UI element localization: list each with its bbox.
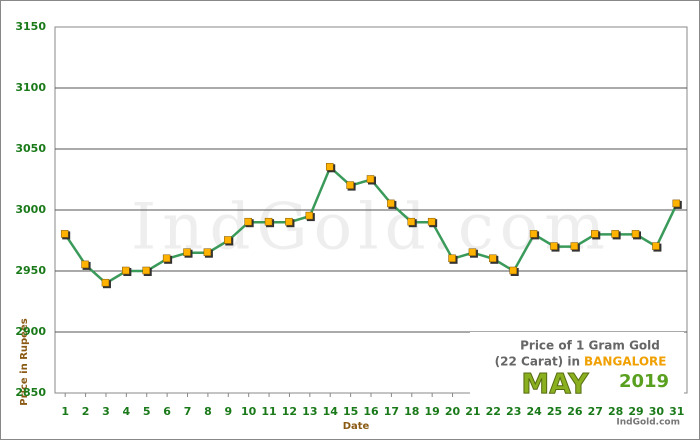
marker — [264, 217, 273, 226]
marker — [570, 242, 579, 250]
marker — [509, 266, 517, 275]
marker — [631, 230, 640, 238]
y-tick-label: 2900 — [15, 325, 46, 338]
marker — [550, 242, 558, 250]
marker — [489, 254, 497, 263]
x-tick-label: 20 — [445, 405, 461, 418]
x-axis-label: Date — [343, 421, 370, 432]
y-tick-label: 2850 — [15, 386, 46, 399]
x-tick-label: 13 — [302, 405, 317, 418]
marker — [325, 163, 334, 171]
x-tick-label: 12 — [282, 405, 297, 418]
x-tick-label: 16 — [363, 405, 379, 418]
marker — [81, 260, 89, 269]
x-tick-label: 29 — [628, 405, 643, 418]
x-tick-label: 19 — [425, 405, 440, 418]
marker — [387, 199, 395, 208]
marker — [427, 217, 436, 226]
info-month: MAY — [521, 367, 589, 400]
marker — [407, 217, 416, 226]
x-tick-label: 15 — [343, 405, 358, 418]
info-line: (22 Carat) in — [495, 355, 580, 369]
x-tick-label: 2 — [82, 405, 90, 418]
info-site: IndGold.com — [616, 418, 680, 428]
marker — [224, 236, 232, 244]
x-tick-label: 30 — [649, 405, 665, 418]
y-tick-label: 2950 — [15, 264, 46, 277]
marker — [285, 217, 293, 226]
marker — [244, 217, 252, 226]
x-tick-label: 28 — [608, 405, 623, 418]
x-tick-label: 22 — [486, 405, 501, 418]
x-tick-label: 8 — [204, 405, 212, 418]
marker — [183, 248, 191, 256]
marker — [529, 230, 538, 238]
x-tick-label: 6 — [163, 405, 171, 418]
x-tick-label: 4 — [123, 405, 131, 418]
marker — [60, 230, 69, 238]
x-tick-label: 3 — [102, 405, 110, 418]
y-tick-label: 3100 — [15, 81, 46, 94]
x-tick-label: 17 — [384, 405, 399, 418]
y-axis-label: Price in Rupees — [19, 318, 30, 405]
marker — [142, 266, 150, 275]
marker — [652, 242, 660, 250]
y-tick-label: 3050 — [15, 142, 46, 155]
x-tick-label: 21 — [465, 405, 480, 418]
x-tick-label: 23 — [506, 405, 521, 418]
marker — [162, 254, 171, 263]
x-tick-label: 26 — [567, 405, 583, 418]
info-city: BANGALORE — [584, 355, 666, 369]
marker — [366, 175, 375, 183]
x-tick-label: 10 — [241, 405, 257, 418]
marker — [591, 230, 599, 238]
marker — [672, 199, 681, 208]
x-tick-label: 18 — [404, 405, 419, 418]
info-box-bg — [470, 332, 684, 430]
x-tick-label: 9 — [224, 405, 232, 418]
y-tick-label: 3150 — [15, 20, 46, 33]
x-tick-label: 14 — [323, 405, 339, 418]
marker — [101, 278, 110, 287]
x-tick-label: 1 — [61, 405, 69, 418]
marker — [203, 248, 212, 256]
marker — [611, 230, 619, 238]
marker — [305, 211, 314, 220]
marker — [346, 181, 354, 189]
x-tick-label: 31 — [669, 405, 684, 418]
info-year: 2019 — [619, 371, 669, 392]
marker — [448, 254, 456, 263]
y-tick-label: 3000 — [15, 203, 46, 216]
x-tick-label: 7 — [184, 405, 192, 418]
x-tick-label: 25 — [547, 405, 562, 418]
info-box: Price of 1 Gram Gold (22 Carat) in BANGA… — [470, 332, 684, 430]
x-tick-label: 24 — [526, 405, 542, 418]
marker — [122, 266, 130, 275]
x-tick-label: 5 — [143, 405, 151, 418]
info-line: Price of 1 Gram Gold — [520, 339, 660, 353]
plot — [60, 163, 682, 289]
x-tick-label: 11 — [261, 405, 276, 418]
x-tick-label: 27 — [588, 405, 603, 418]
marker — [468, 248, 477, 256]
